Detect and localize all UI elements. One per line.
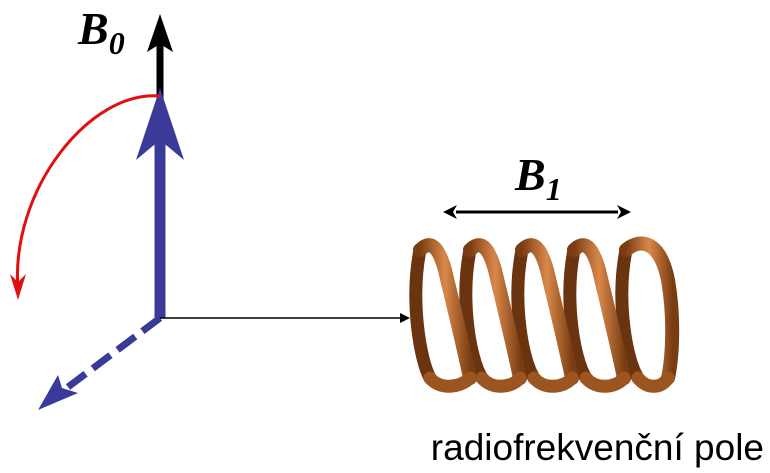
coil (409, 236, 680, 393)
x-axis-head (38, 375, 78, 410)
x-axis (65, 315, 163, 390)
caption: radiofrekvenční pole (431, 427, 764, 468)
b0-arrowhead (147, 14, 173, 52)
rotation-head (10, 274, 26, 300)
magnetization-head (136, 88, 184, 160)
b0-label: B0 (77, 3, 125, 61)
rotation-arc (15, 94, 161, 291)
b1-label: B1 (514, 149, 562, 207)
